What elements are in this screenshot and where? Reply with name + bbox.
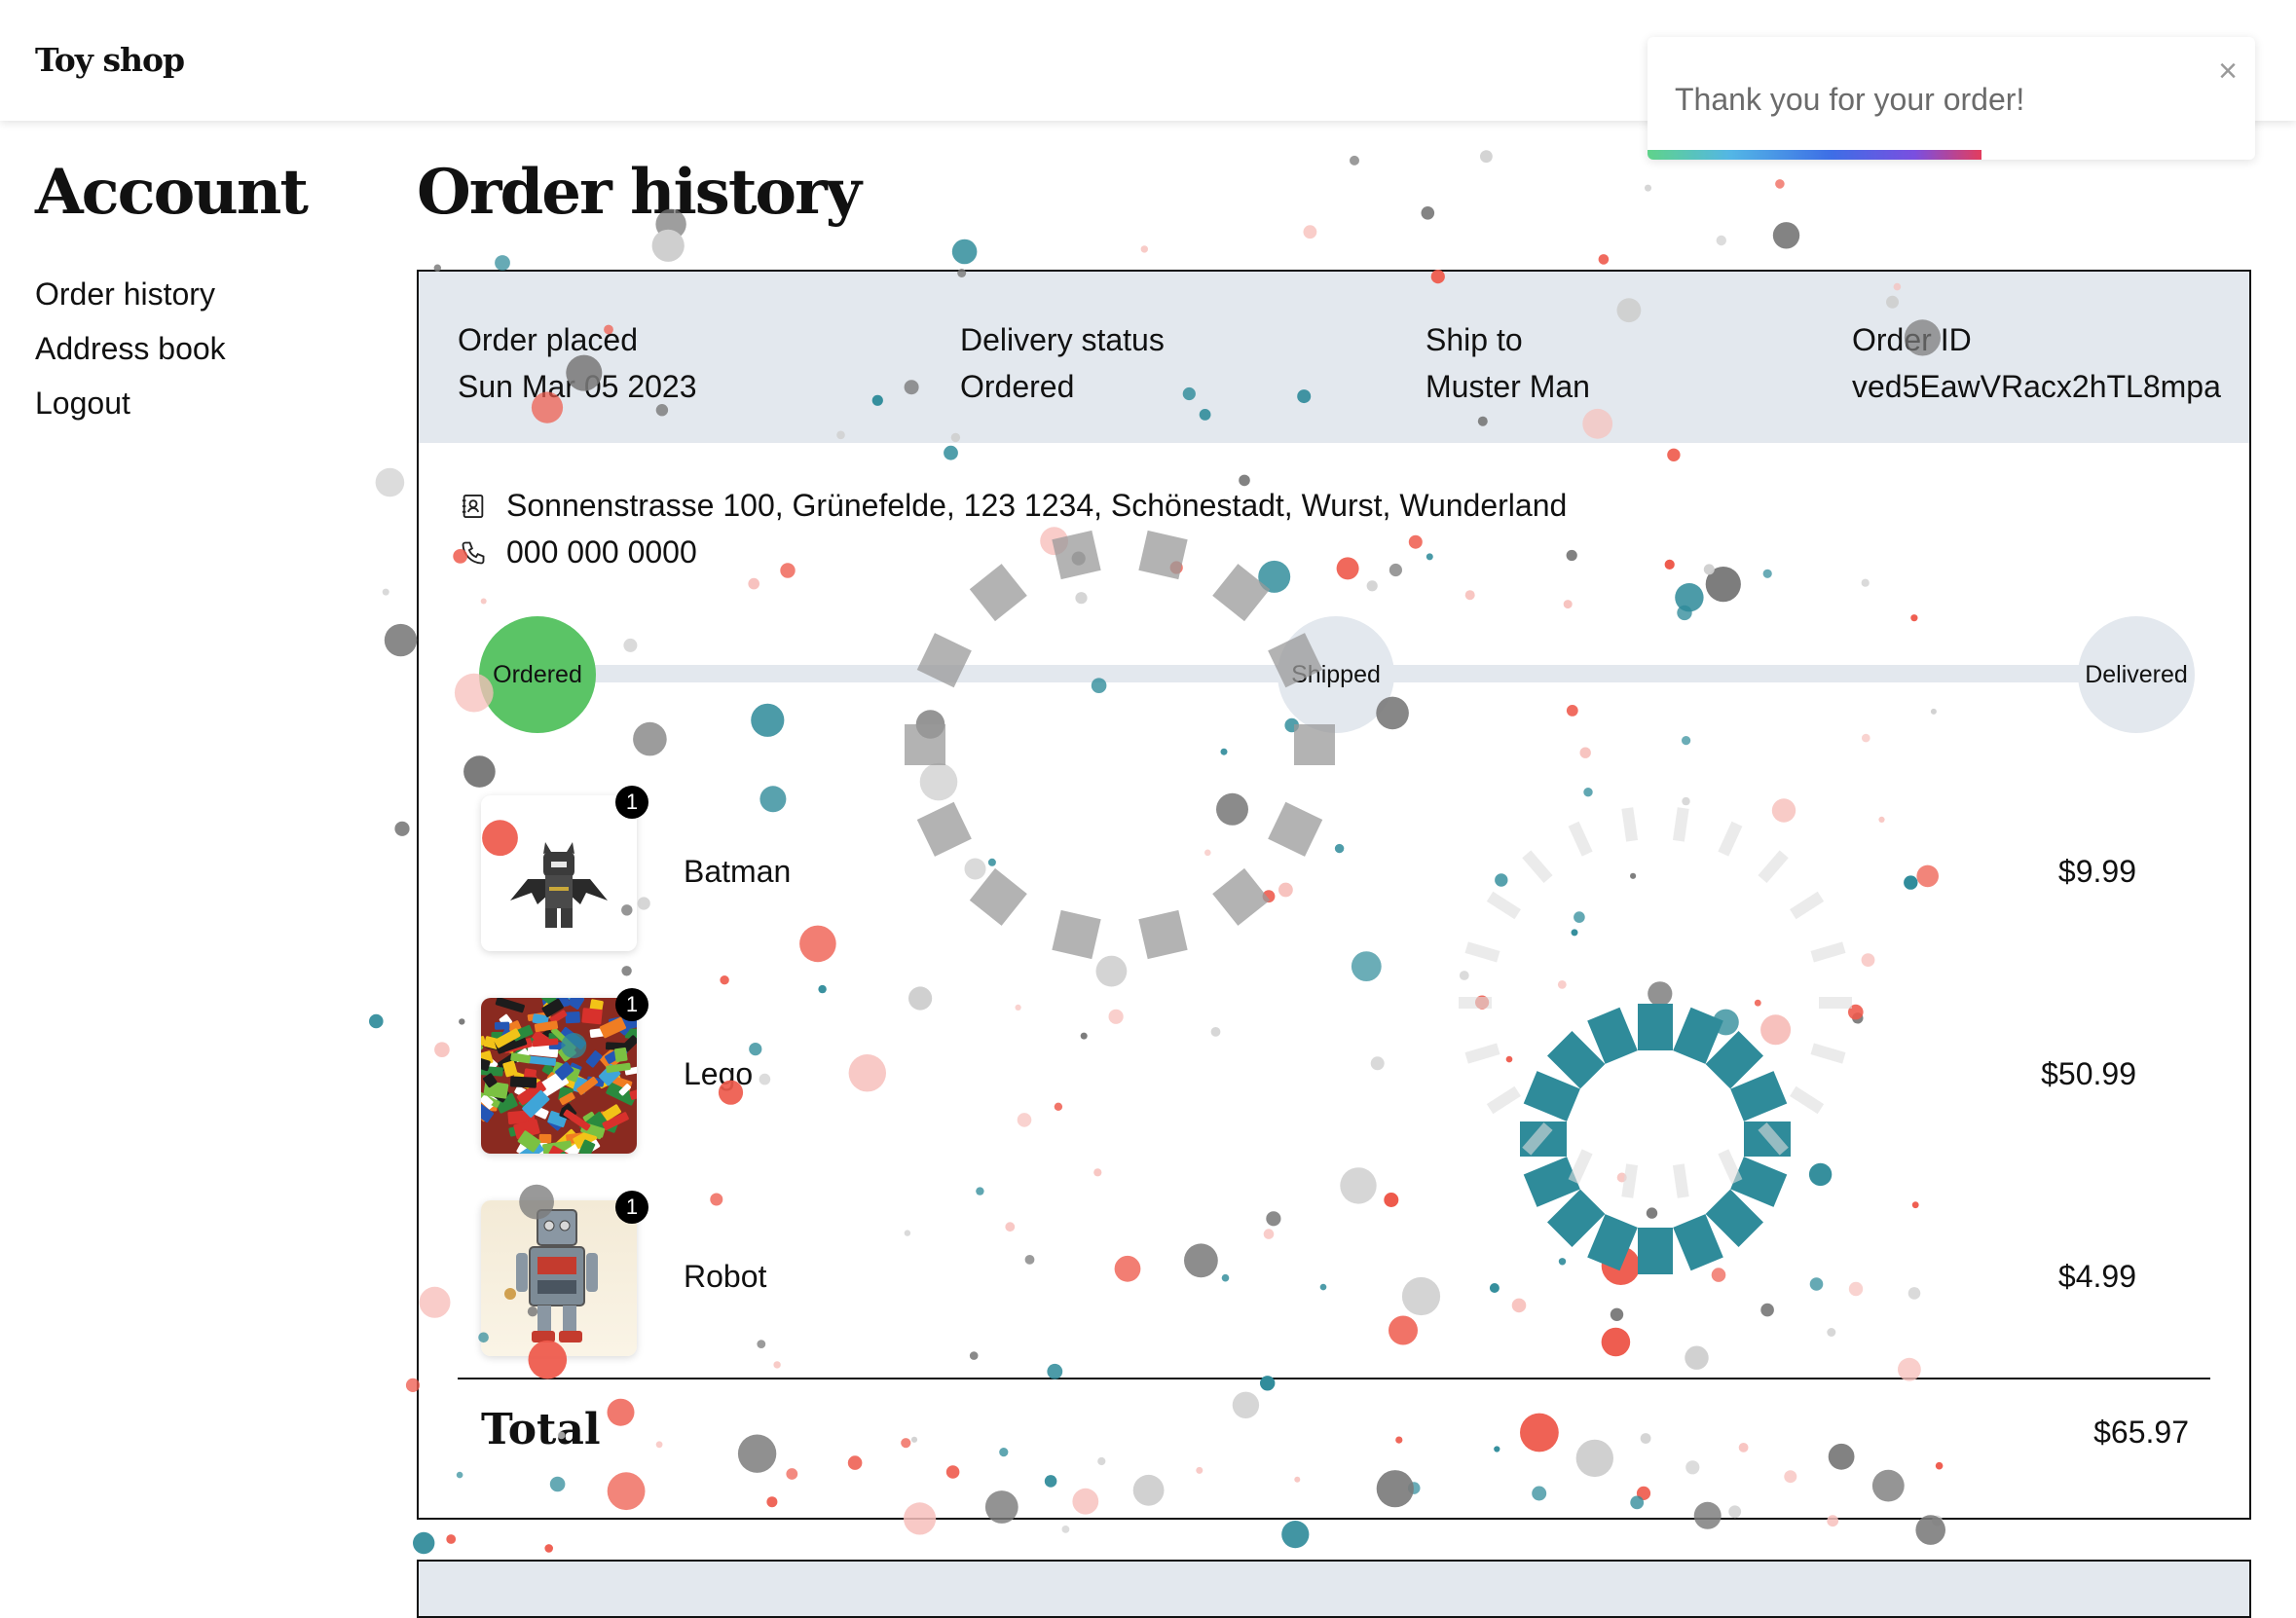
total-divider — [458, 1378, 2210, 1379]
close-icon[interactable]: × — [2218, 53, 2238, 91]
sidebar-item-order-history[interactable]: Order history — [35, 273, 226, 327]
address-text: Sonnenstrasse 100, Grünefelde, 123 1234,… — [506, 488, 1567, 524]
confetti-dot — [1281, 1521, 1309, 1548]
total-value: $65.97 — [2093, 1415, 2189, 1451]
item-name[interactable]: Batman — [684, 854, 791, 890]
list-item: 1 Robot $4.99 — [481, 1200, 2136, 1356]
total-label: Total — [481, 1405, 601, 1454]
item-price: $9.99 — [2058, 854, 2136, 890]
product-image[interactable] — [481, 795, 637, 951]
sidebar-item-logout[interactable]: Logout — [35, 382, 226, 436]
step-delivered-label: Delivered — [2085, 661, 2188, 689]
step-ordered: Ordered — [479, 616, 596, 733]
item-price: $4.99 — [2058, 1259, 2136, 1295]
shipping-address: Sonnenstrasse 100, Grünefelde, 123 1234,… — [460, 488, 1567, 524]
confetti-dot — [1480, 150, 1493, 163]
toast-message: Thank you for your order! — [1675, 82, 2024, 118]
batman-figure-icon — [481, 795, 637, 951]
order-id-value: ved5EawVRacx2hTL8mpa — [1852, 363, 2221, 410]
list-item: 1 Lego $50.99 — [481, 998, 2136, 1154]
order-placed-label: Order placed — [458, 316, 697, 363]
order-id-label: Order ID — [1852, 316, 2221, 363]
confetti-dot — [383, 589, 389, 596]
ship-to-label: Ship to — [1426, 316, 1590, 363]
ship-to-value: Muster Man — [1426, 363, 1590, 410]
phone-number: 000 000 0000 — [460, 534, 697, 570]
next-order-card — [417, 1560, 2251, 1618]
tin-robot-icon — [481, 1200, 637, 1356]
step-shipped-label: Shipped — [1291, 661, 1381, 689]
account-nav: Order history Address book Logout — [35, 273, 226, 436]
item-price: $50.99 — [2041, 1056, 2136, 1092]
item-name[interactable]: Robot — [684, 1259, 766, 1295]
step-delivered: Delivered — [2078, 616, 2195, 733]
confetti-dot — [1775, 179, 1785, 189]
order-confirmation-toast: Thank you for your order! × — [1648, 37, 2255, 160]
confetti-dot — [1717, 236, 1726, 245]
step-shipped: Shipped — [1278, 616, 1394, 733]
confetti-dot — [652, 230, 685, 262]
confetti-dot — [1422, 206, 1435, 220]
phone-icon — [460, 539, 487, 567]
sidebar-title: Account — [35, 156, 307, 229]
address-book-icon — [460, 493, 487, 520]
quantity-badge: 1 — [615, 786, 648, 819]
phone-text: 000 000 0000 — [506, 534, 697, 570]
list-item: 1 Batman $9.99 — [481, 795, 2136, 951]
confetti-dot — [1773, 222, 1799, 248]
order-placed-value: Sun Mar 05 2023 — [458, 363, 697, 410]
ship-to: Ship to Muster Man — [1426, 316, 1590, 410]
confetti-dot — [495, 255, 510, 271]
product-image[interactable] — [481, 998, 637, 1154]
confetti-dot — [1304, 225, 1317, 239]
delivery-status: Delivery status Ordered — [960, 316, 1165, 410]
confetti-dot — [952, 239, 978, 265]
delivery-status-value: Ordered — [960, 363, 1165, 410]
confetti-dot — [1062, 1526, 1070, 1533]
step-ordered-label: Ordered — [493, 661, 582, 689]
item-name[interactable]: Lego — [684, 1056, 753, 1092]
order-id: Order ID ved5EawVRacx2hTL8mpa — [1852, 316, 2221, 410]
confetti-dot — [1141, 245, 1148, 252]
confetti-dot — [376, 468, 405, 497]
quantity-badge: 1 — [615, 988, 648, 1021]
order-card: Order placed Sun Mar 05 2023 Delivery st… — [417, 270, 2251, 1520]
confetti-dot — [1599, 254, 1610, 265]
order-summary-header: Order placed Sun Mar 05 2023 Delivery st… — [419, 272, 2249, 443]
product-image[interactable] — [481, 1200, 637, 1356]
confetti-dot — [394, 822, 409, 836]
quantity-badge: 1 — [615, 1191, 648, 1224]
confetti-dot — [413, 1532, 434, 1554]
confetti-dot — [1645, 185, 1651, 192]
confetti-dot — [385, 624, 417, 656]
confetti-dot — [369, 1014, 384, 1029]
confetti-dot — [446, 1534, 456, 1544]
confetti-dot — [544, 1544, 553, 1553]
confetti-dot — [1350, 156, 1359, 165]
toast-timer-bar — [1648, 150, 1981, 160]
sidebar-item-address-book[interactable]: Address book — [35, 327, 226, 382]
brand-logo[interactable]: Toy shop — [35, 41, 184, 79]
page-title: Order history — [417, 156, 860, 229]
lego-bricks-icon — [481, 998, 637, 1154]
order-placed: Order placed Sun Mar 05 2023 — [458, 316, 697, 410]
delivery-status-label: Delivery status — [960, 316, 1165, 363]
